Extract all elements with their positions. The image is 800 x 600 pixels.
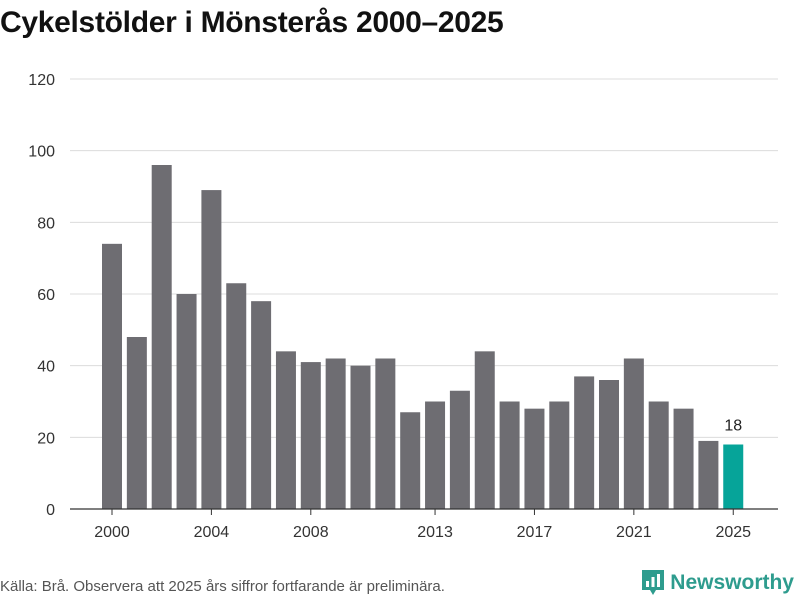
x-tick-label: 2025 [715, 524, 751, 541]
bar-2018 [549, 401, 570, 509]
bar-2004 [201, 190, 222, 510]
y-tick-label: 0 [46, 502, 55, 519]
x-tick-label: 2004 [194, 524, 230, 541]
bar-2016 [499, 401, 520, 509]
bar-2002 [151, 165, 172, 509]
axes [70, 508, 778, 515]
x-tick-label: 2000 [94, 524, 130, 541]
data-label-2025: 18 [724, 418, 742, 435]
bar-2023 [673, 408, 694, 509]
bar-chart: 0 20 40 60 80 100 120 2000 2004 2008 2013 2017 2021 2… [28, 72, 778, 541]
x-tick-label: 2021 [616, 524, 652, 541]
bar-2013 [425, 401, 446, 509]
x-tick-label: 2013 [417, 524, 453, 541]
bar-2010 [350, 365, 371, 509]
brand-name: Newsworthy [670, 571, 794, 594]
newsworthy-logo-icon [642, 570, 665, 595]
x-tick-label: 2017 [517, 524, 553, 541]
x-tick-label: 2008 [293, 524, 329, 541]
bar-2001 [126, 337, 147, 509]
bar-2021 [623, 358, 644, 509]
chart-title: Cykelstölder i Mönsterås 2000–2025 [0, 6, 504, 39]
y-tick-label: 60 [37, 287, 55, 304]
gridlines [70, 78, 778, 438]
bar-2005 [226, 283, 247, 509]
y-tick-label: 40 [37, 359, 55, 376]
bar-2000 [102, 243, 122, 510]
bar-2017 [524, 408, 545, 509]
bar-2019 [574, 376, 595, 509]
bar-2012 [400, 412, 421, 509]
source-note: Källa: Brå. Observera att 2025 års siffr… [0, 578, 445, 595]
bars [102, 165, 744, 510]
y-tick-label: 80 [37, 215, 55, 232]
bar-2007 [275, 351, 296, 509]
bar-2006 [251, 301, 272, 509]
bar-2022 [648, 401, 669, 509]
bar-2008 [300, 362, 321, 509]
bar-2015 [474, 351, 495, 509]
brand-logo: Newsworthy [642, 570, 794, 596]
bar-2025 [723, 444, 744, 509]
bar-2011 [375, 358, 396, 509]
y-tick-label: 100 [28, 144, 55, 161]
y-tick-label: 120 [28, 72, 55, 89]
bar-2003 [176, 294, 197, 509]
bar-2020 [599, 380, 619, 509]
bar-2014 [449, 390, 470, 509]
y-tick-label: 20 [37, 430, 55, 447]
labels: 0 20 40 60 80 100 120 2000 2004 2008 2013 2017 2021 2… [28, 72, 751, 541]
bar-2024 [698, 440, 719, 509]
bar-2009 [325, 358, 346, 509]
